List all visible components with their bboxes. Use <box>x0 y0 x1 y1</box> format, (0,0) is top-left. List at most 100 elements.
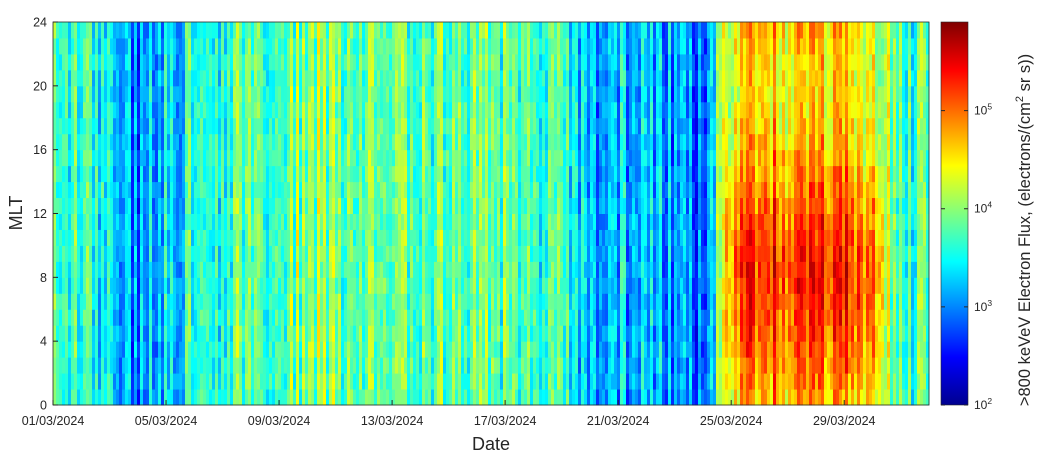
heatmap-cell <box>341 357 345 374</box>
heatmap-cell <box>587 37 591 55</box>
heatmap-cell <box>410 229 414 246</box>
heatmap-cell <box>191 357 195 374</box>
heatmap-cell <box>110 229 114 246</box>
heatmap-cell <box>440 277 444 294</box>
heatmap-cell <box>560 213 564 230</box>
heatmap-cell <box>125 197 129 214</box>
heatmap-cell <box>170 293 174 310</box>
heatmap-cell <box>350 341 354 358</box>
heatmap-cell <box>470 341 474 358</box>
heatmap-cell <box>398 85 402 103</box>
heatmap-cell <box>395 229 399 246</box>
heatmap-cell <box>515 325 519 342</box>
heatmap-cell <box>185 389 189 406</box>
heatmap-cell <box>356 357 360 374</box>
heatmap-cell <box>635 69 639 87</box>
heatmap-cell <box>317 149 321 167</box>
heatmap-cell <box>482 341 486 358</box>
heatmap-cell <box>482 325 486 342</box>
heatmap-cell <box>617 181 621 199</box>
heatmap-cell <box>404 181 408 199</box>
heatmap-cell <box>656 37 660 55</box>
heatmap-cell <box>143 117 147 135</box>
heatmap-cell <box>227 165 231 183</box>
heatmap-cell <box>368 37 372 55</box>
heatmap-cell <box>275 197 279 214</box>
heatmap-cell <box>530 117 534 135</box>
heatmap-cell <box>317 85 321 103</box>
heatmap-cell <box>107 293 111 310</box>
heatmap-cell <box>668 37 672 55</box>
heatmap-cell <box>581 261 585 278</box>
heatmap-cell <box>197 37 201 55</box>
heatmap-cell <box>659 229 663 246</box>
heatmap-cell <box>137 117 141 135</box>
heatmap-cell <box>347 293 351 310</box>
heatmap-cell <box>134 245 138 262</box>
heatmap-cell <box>545 373 549 390</box>
heatmap-cell <box>524 22 528 39</box>
heatmap-cell <box>665 277 669 294</box>
heatmap-cell <box>569 149 573 167</box>
heatmap-cell <box>620 197 624 214</box>
heatmap-cell <box>647 229 651 246</box>
heatmap-cell <box>353 149 357 167</box>
heatmap-cell <box>659 133 663 151</box>
heatmap-cell <box>656 373 660 390</box>
heatmap-cell <box>644 277 648 294</box>
heatmap-cell <box>623 373 627 390</box>
heatmap-cell <box>209 101 213 119</box>
heatmap-cell <box>440 309 444 326</box>
heatmap-cell <box>359 37 363 55</box>
heatmap-cell <box>407 37 411 55</box>
heatmap-cell <box>59 181 63 199</box>
heatmap-cell <box>623 181 627 199</box>
heatmap-cell <box>656 229 660 246</box>
heatmap-cell <box>209 325 213 342</box>
heatmap-cell <box>452 357 456 374</box>
heatmap-cell <box>95 37 99 55</box>
heatmap-cell <box>371 261 375 278</box>
heatmap-cell <box>218 213 222 230</box>
heatmap-cell <box>125 245 129 262</box>
heatmap-cell <box>110 293 114 310</box>
heatmap-cell <box>407 293 411 310</box>
heatmap-cell <box>152 37 156 55</box>
heatmap-cell <box>350 389 354 406</box>
heatmap-cell <box>107 37 111 55</box>
heatmap-cell <box>449 37 453 55</box>
heatmap-cell <box>212 373 216 390</box>
heatmap-cell <box>470 389 474 406</box>
heatmap-cell <box>206 101 210 119</box>
heatmap-cell <box>428 389 432 406</box>
heatmap-cell <box>596 373 600 390</box>
heatmap-cell <box>650 101 654 119</box>
heatmap-cell <box>56 69 60 87</box>
heatmap-cell <box>344 197 348 214</box>
heatmap-cell <box>635 165 639 183</box>
heatmap-cell <box>113 181 117 199</box>
heatmap-cell <box>425 373 429 390</box>
heatmap-cell <box>260 22 264 39</box>
heatmap-cell <box>608 325 612 342</box>
heatmap-cell <box>452 37 456 55</box>
heatmap-cell <box>575 37 579 55</box>
heatmap-cell <box>278 341 282 358</box>
heatmap-cell <box>155 309 159 326</box>
heatmap-cell <box>476 325 480 342</box>
heatmap-cell <box>188 149 192 167</box>
heatmap-cell <box>407 133 411 151</box>
heatmap-cell <box>509 22 513 39</box>
heatmap-cell <box>197 389 201 406</box>
heatmap-cell <box>308 245 312 262</box>
heatmap-cell <box>497 69 501 87</box>
heatmap-cell <box>197 101 201 119</box>
heatmap-cell <box>596 69 600 87</box>
heatmap-cell <box>290 245 294 262</box>
heatmap-cell <box>224 181 228 199</box>
heatmap-cell <box>68 37 72 55</box>
heatmap-cell <box>230 213 234 230</box>
heatmap-cell <box>350 37 354 55</box>
heatmap-cell <box>587 309 591 326</box>
heatmap-cell <box>620 85 624 103</box>
